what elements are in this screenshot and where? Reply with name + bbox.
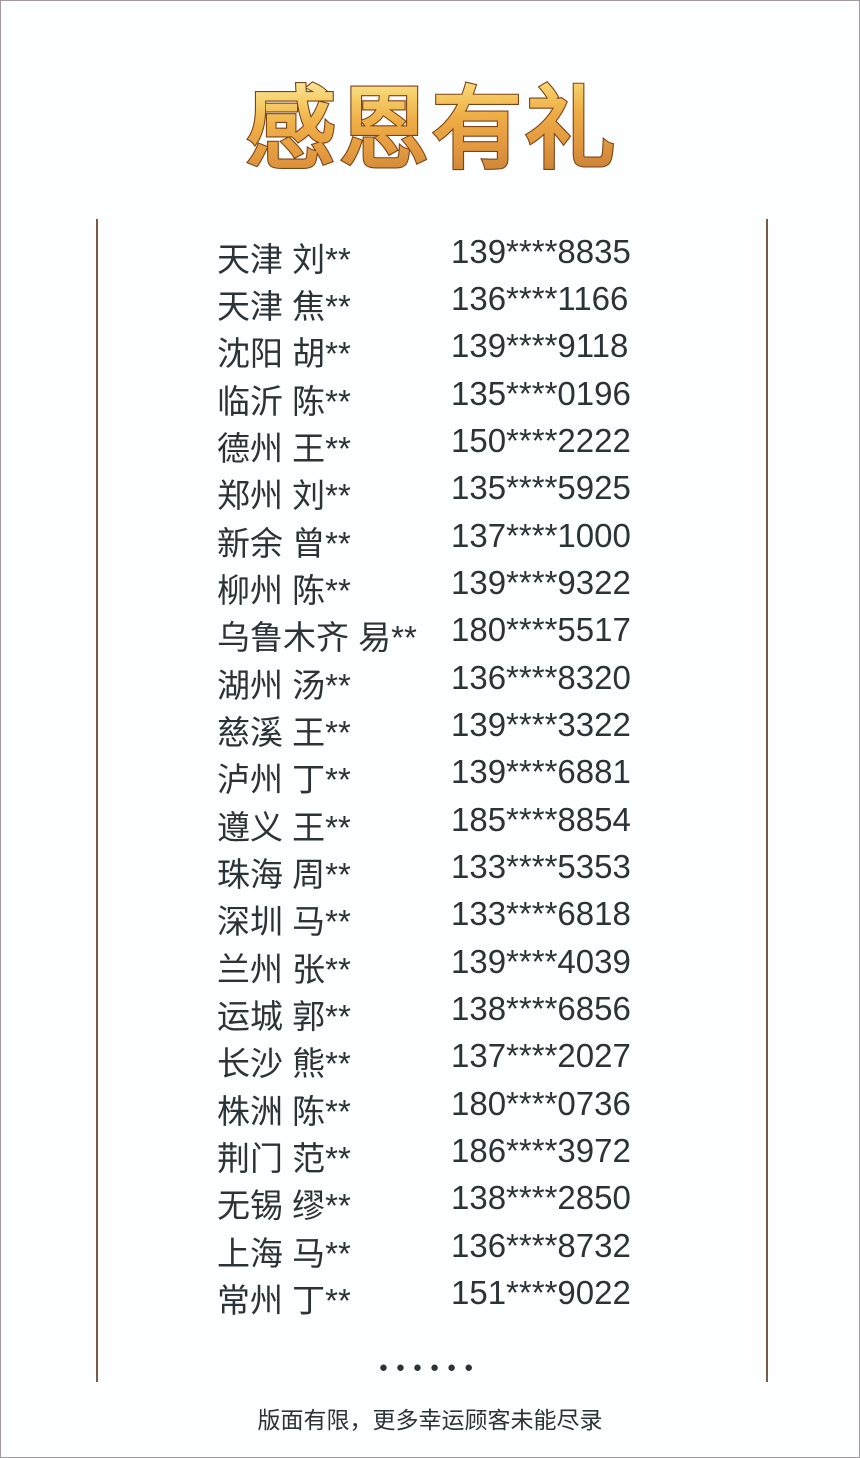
svg-text:感恩有礼: 感恩有礼: [246, 80, 618, 180]
